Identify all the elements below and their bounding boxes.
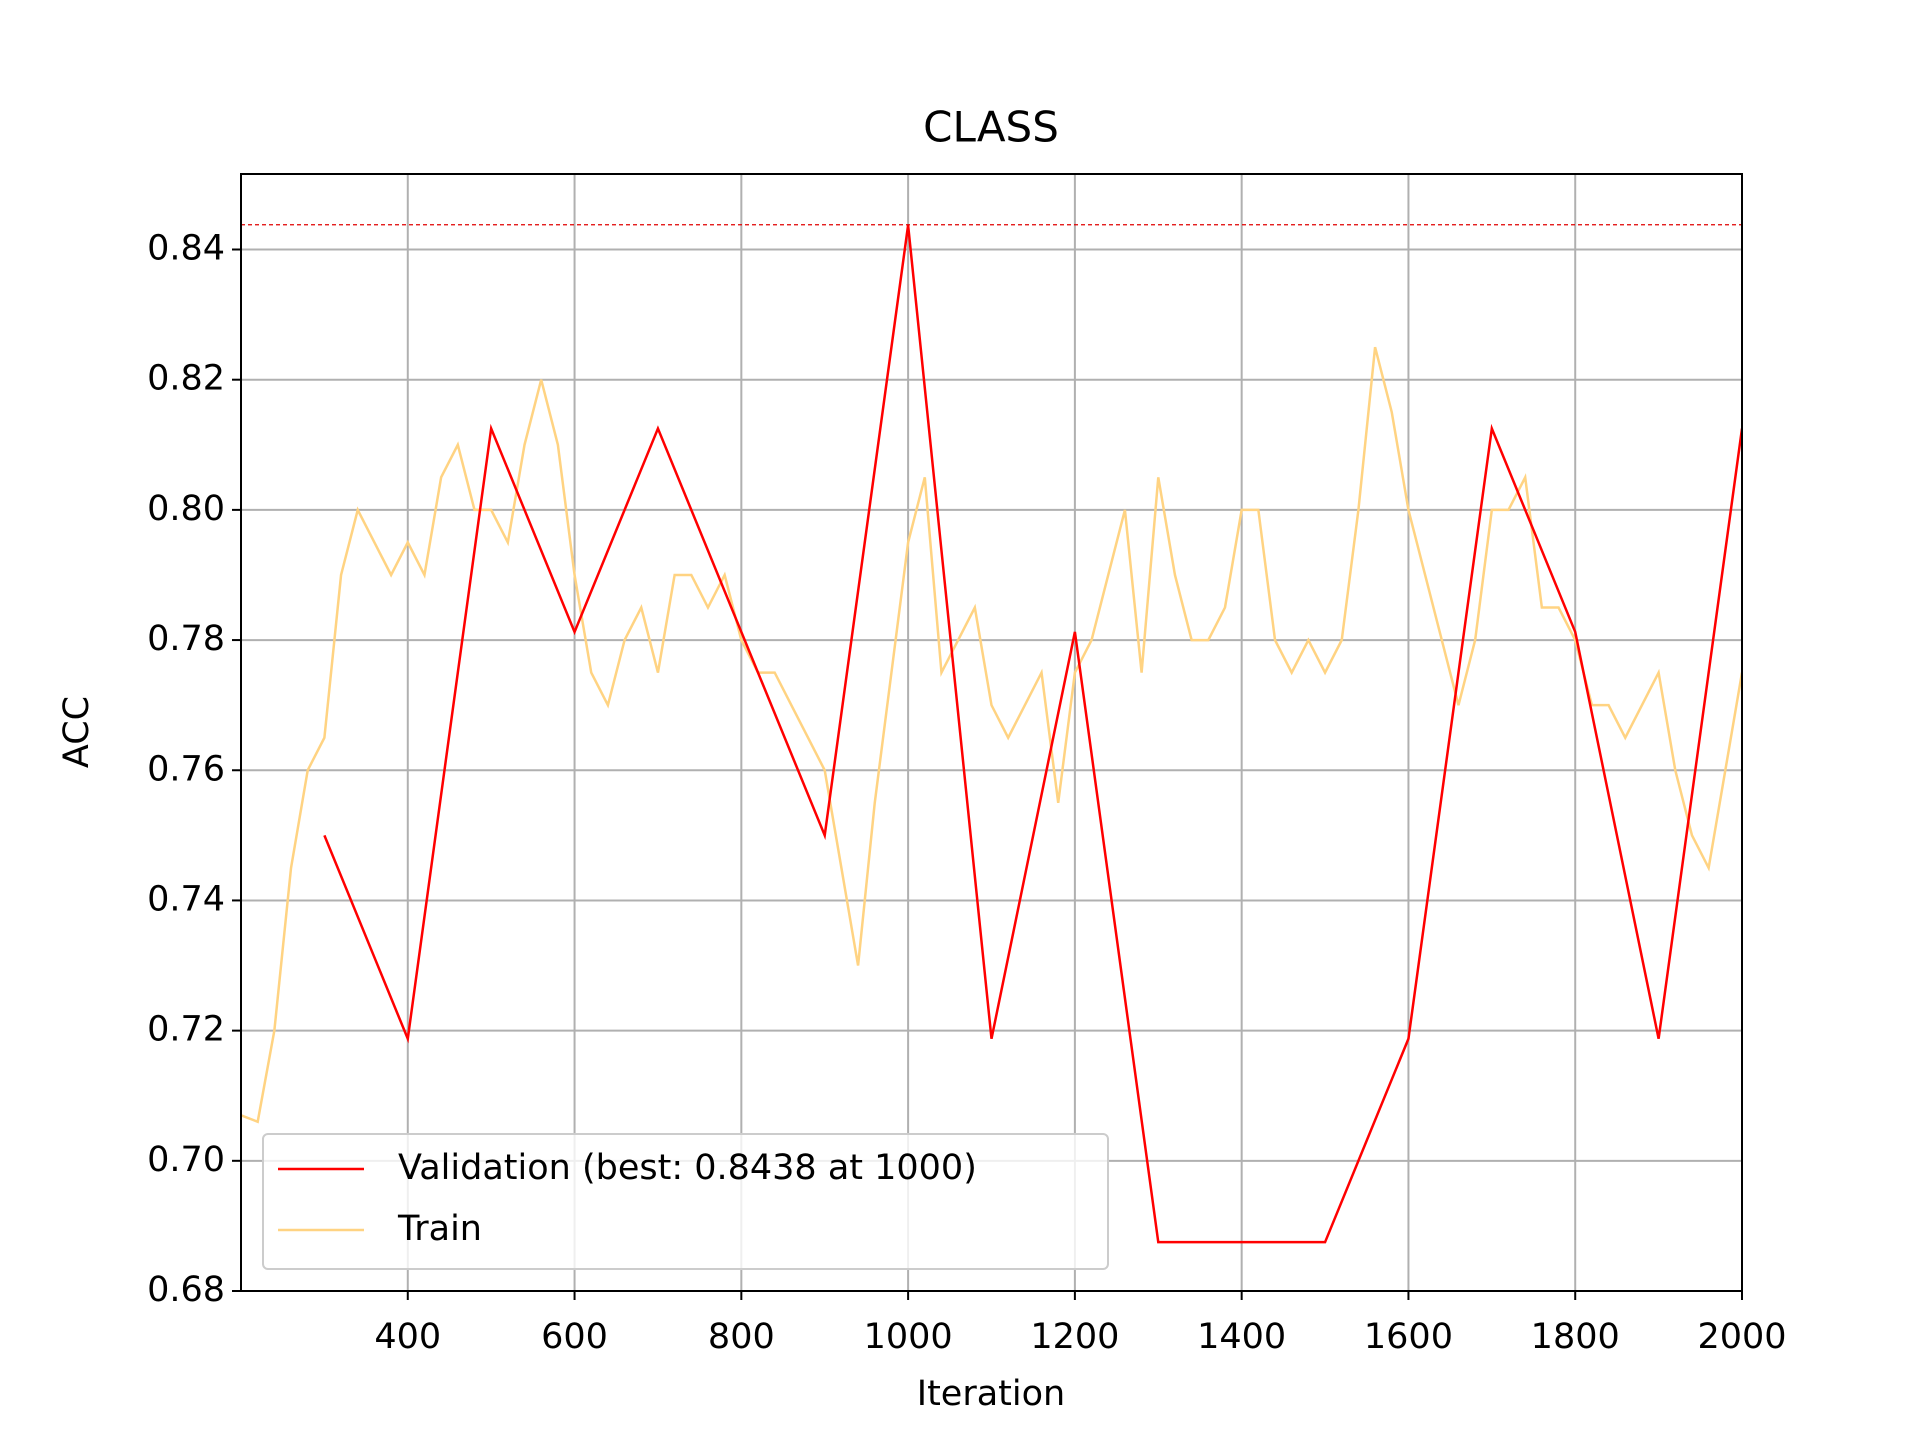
y-tick-label: 0.82 [147,359,225,399]
y-tick-label: 0.78 [147,619,225,659]
y-tick-label: 0.70 [147,1140,225,1180]
chart-title: CLASS [923,103,1059,152]
x-tick-label: 1400 [1197,1317,1286,1357]
y-tick-label: 0.74 [147,879,225,919]
plot-frame [240,173,1743,1292]
x-tick-label: 1800 [1531,1317,1620,1357]
legend-box [262,1133,1109,1270]
legend-label: Train [397,1209,482,1249]
x-tick-label: 1000 [864,1317,953,1357]
x-tick-label: 600 [541,1317,608,1357]
y-tick-label: 0.68 [147,1270,225,1310]
legend-label: Validation (best: 0.8438 at 1000) [398,1148,977,1188]
x-tick-label: 800 [708,1317,775,1357]
validation-line [323,224,1742,1244]
x-tick-label: 2000 [1697,1317,1786,1357]
x-tick-label: 1200 [1030,1317,1119,1357]
train-line [241,346,1742,1124]
x-tick-label: 400 [374,1317,441,1357]
y-tick-label: 0.84 [147,229,225,269]
x-axis-label: Iteration [917,1374,1065,1414]
x-tick-label: 1600 [1364,1317,1453,1357]
y-tick-label: 0.76 [147,749,225,789]
y-axis-label: ACC [57,696,97,768]
y-tick-label: 0.80 [147,489,225,529]
y-tick-label: 0.72 [147,1010,225,1050]
